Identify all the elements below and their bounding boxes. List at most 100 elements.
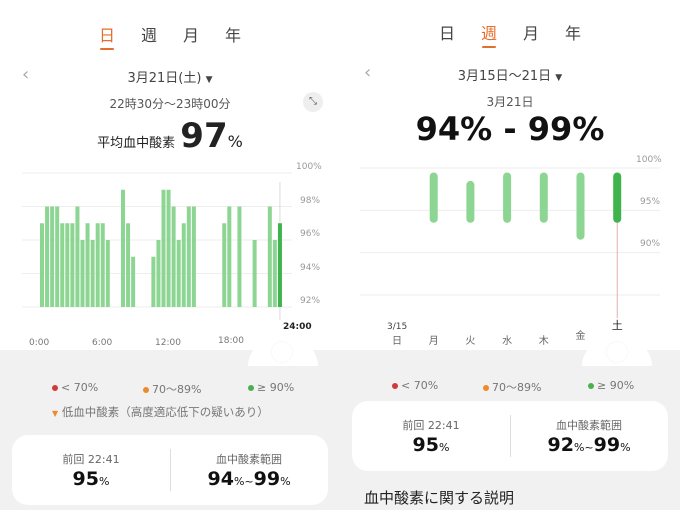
bar[interactable] [171, 206, 176, 308]
bar[interactable] [222, 223, 227, 307]
x-tick: 土 [612, 319, 623, 332]
y-tick: 94% [300, 263, 321, 273]
week-chart[interactable]: 100% 95% 90% 3/15 日月火水木金土 [340, 0, 680, 350]
chevron-left-icon[interactable]: ‹ [22, 64, 30, 85]
bar[interactable] [121, 189, 125, 307]
range-label: 血中酸素範囲 [556, 419, 622, 432]
x-tick: 12:00 [155, 338, 181, 348]
y-tick: 95% [640, 197, 661, 207]
period-tabs: 日 週 月 年 [0, 22, 340, 52]
average-value: 97 [180, 116, 228, 156]
bar[interactable] [80, 240, 85, 307]
bar[interactable] [252, 240, 257, 307]
tab-week[interactable]: 週 [140, 26, 157, 45]
y-tick: 96% [300, 229, 321, 239]
bar[interactable] [237, 206, 242, 308]
week-view-panel: 日 週 月 年 ‹ 3月15日〜21日 ▼ 3月21日 94% - 99% 10… [340, 0, 680, 510]
bar[interactable] [60, 223, 65, 307]
date-label: 3月15日〜21日 [457, 69, 552, 84]
bar[interactable] [70, 223, 75, 307]
chevron-left-icon[interactable]: ‹ [364, 62, 372, 83]
tab-year[interactable]: 年 [564, 24, 581, 43]
bar[interactable] [100, 223, 105, 307]
bar[interactable] [186, 206, 191, 308]
tab-week[interactable]: 週 [474, 20, 504, 48]
summary-card: 前回 22:41 95% 血中酸素範囲 94%~99% [12, 435, 328, 505]
tab-year[interactable]: 年 [224, 26, 241, 45]
bar[interactable] [75, 206, 80, 308]
bar[interactable] [50, 206, 55, 308]
date-selector[interactable]: 3月21日(土) ▼ [0, 67, 340, 86]
range-label: 血中酸素範囲 [216, 453, 282, 466]
bar[interactable] [166, 189, 171, 307]
range-bar[interactable] [429, 172, 438, 223]
scrubber-handle[interactable] [272, 342, 292, 362]
bar[interactable] [227, 206, 232, 308]
range-bar[interactable] [503, 172, 512, 223]
dropdown-triangle-icon: ▼ [205, 75, 213, 85]
legend-normal: ≥ 90% [588, 379, 634, 392]
x-tick: 6:00 [92, 338, 113, 348]
tab-day[interactable]: 日 [92, 22, 122, 50]
tab-day[interactable]: 日 [438, 24, 455, 43]
range-bar[interactable] [613, 172, 622, 223]
x-tick: 金 [576, 329, 586, 342]
summary-card: 前回 22:41 95% 血中酸素範囲 92%~99% [352, 401, 668, 471]
period-tabs: 日 週 月 年 [340, 20, 680, 50]
bar[interactable] [55, 206, 60, 308]
bar[interactable] [105, 240, 110, 307]
average-spo2: 平均血中酸素 97% [0, 116, 340, 156]
bar[interactable] [191, 206, 196, 308]
bar[interactable] [151, 256, 156, 307]
range-bar[interactable] [539, 172, 548, 223]
last-measurement-label: 前回 22:41 [62, 453, 120, 466]
bar[interactable] [161, 189, 166, 307]
day-view-panel: 日 週 月 年 ‹ 3月21日(土) ▼ 22時30分〜23時00分 ⤡ 平均血… [0, 0, 340, 510]
bar[interactable] [85, 223, 90, 307]
first-date-label: 3/15 [387, 322, 408, 332]
bar[interactable] [45, 206, 50, 308]
y-tick: 100% [636, 155, 662, 165]
day-chart[interactable]: 100% 98% 96% 94% 92% 0:00 6:00 12:00 18:… [0, 0, 340, 350]
bar[interactable] [65, 223, 70, 307]
bar[interactable] [131, 256, 136, 307]
legend-low: < 70% [52, 381, 98, 394]
bar[interactable] [181, 223, 186, 307]
bar[interactable] [156, 240, 161, 307]
section-title: 血中酸素に関する説明 [364, 489, 515, 507]
range-value: 94%~99% [207, 468, 291, 490]
last-measurement-value: 95% [412, 434, 450, 456]
tab-month[interactable]: 月 [522, 24, 539, 43]
range-bar[interactable] [466, 180, 475, 223]
y-tick: 90% [640, 239, 661, 249]
expand-icon[interactable]: ⤡ [303, 92, 323, 112]
bar[interactable] [95, 223, 100, 307]
x-tick: 日 [392, 336, 402, 347]
last-measurement-value: 95% [72, 468, 110, 490]
range-value: 92%~99% [547, 434, 631, 456]
bar[interactable] [176, 240, 181, 307]
y-tick: 98% [300, 196, 321, 206]
x-tick: 0:00 [29, 338, 50, 348]
range-bar[interactable] [576, 172, 585, 240]
date-selector[interactable]: 3月15日〜21日 ▼ [340, 65, 680, 84]
bar[interactable] [272, 240, 277, 307]
bar[interactable] [90, 240, 95, 307]
tab-month[interactable]: 月 [182, 26, 199, 45]
scrubber-handle[interactable] [607, 342, 627, 362]
bar[interactable] [126, 223, 131, 307]
selected-date: 3月21日 [486, 95, 534, 109]
divider [170, 449, 171, 491]
range-headline: 94% - 99% [415, 110, 605, 148]
legend-mid: 70〜89% [143, 381, 201, 397]
date-label: 3月21日(土) [127, 71, 202, 86]
average-label: 平均血中酸素 [97, 136, 176, 151]
bar[interactable] [267, 206, 272, 308]
week-chart-svg: 日 月 火 水 木 金 土 [360, 167, 660, 347]
bar[interactable] [277, 223, 282, 307]
time-range: 22時30分〜23時00分 [109, 97, 231, 111]
bar[interactable] [40, 223, 44, 307]
last-measurement-label: 前回 22:41 [402, 419, 460, 432]
x-tick: 月 [429, 335, 439, 347]
triangle-icon: ▼ [52, 409, 59, 418]
